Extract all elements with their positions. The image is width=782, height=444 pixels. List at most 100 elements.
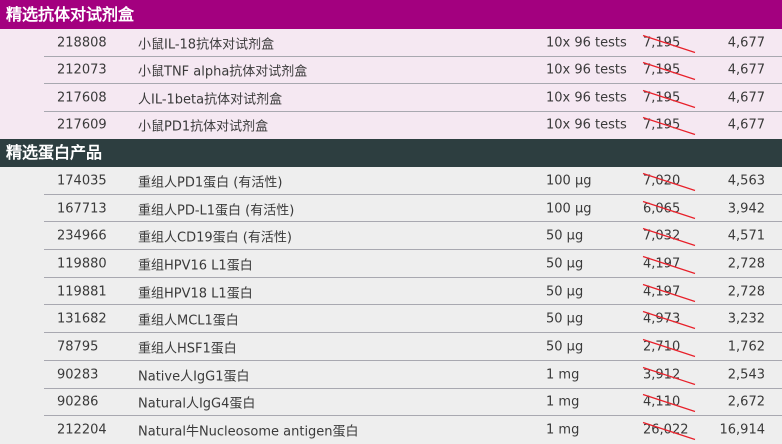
table-row: 217609 小鼠PD1抗体对试剂盒 10x 96 tests 7,195 4,677 <box>0 112 782 140</box>
table-row: 90283 Native人IgG1蛋白 1 mg 3,912 2,543 <box>0 361 782 389</box>
original-price-text: 7,032 <box>643 228 681 244</box>
original-price-text: 3,912 <box>643 367 681 383</box>
sale-price: 4,677 <box>727 35 765 51</box>
product-quantity: 50 µg <box>546 228 584 244</box>
product-name[interactable]: 小鼠PD1抗体对试剂盒 <box>138 119 269 135</box>
original-price-text: 7,195 <box>643 35 681 51</box>
original-price: 7,195 <box>642 62 696 81</box>
product-name[interactable]: 人IL-1beta抗体对试剂盒 <box>138 92 283 108</box>
section-header: 精选抗体对试剂盒 <box>0 0 782 29</box>
sale-price: 4,563 <box>727 173 765 189</box>
product-quantity: 50 µg <box>546 256 584 272</box>
original-price: 4,197 <box>642 255 696 274</box>
strikethrough-line <box>642 338 696 358</box>
strikethrough-line <box>642 394 696 413</box>
sale-price: 1,762 <box>727 339 765 355</box>
strikethrough-line <box>642 200 696 219</box>
table-row: 174035 重组人PD1蛋白 (有活性) 100 µg 7,020 4,563 <box>0 167 782 195</box>
sale-price: 3,942 <box>727 201 765 217</box>
product-name[interactable]: 重组HPV16 L1蛋白 <box>138 258 253 274</box>
strikethrough-line <box>642 366 696 385</box>
table-row: 218808 小鼠IL-18抗体对试剂盒 10x 96 tests 7,195 4,67… <box>0 29 782 57</box>
product-quantity: 50 µg <box>546 311 584 327</box>
original-price-text: 4,197 <box>643 256 681 272</box>
original-price-text: 6,065 <box>643 201 681 217</box>
product-quantity: 10x 96 tests <box>546 62 627 78</box>
product-name[interactable]: 重组人PD1蛋白 (有活性) <box>138 175 283 191</box>
product-name[interactable]: 重组人PD-L1蛋白 (有活性) <box>138 203 295 219</box>
table-row: 119880 重组HPV16 L1蛋白 50 µg 4,197 2,728 <box>0 250 782 278</box>
product-code: 119881 <box>57 284 107 300</box>
product-name[interactable]: 重组人MCL1蛋白 <box>138 313 239 329</box>
product-code: 131682 <box>57 311 107 327</box>
strikethrough-line <box>642 311 696 330</box>
strikethrough-line <box>642 255 696 274</box>
original-price: 3,912 <box>642 366 696 385</box>
table-row: 90286 Natural人IgG4蛋白 1 mg 4,110 2,672 <box>0 389 782 417</box>
table-row: 212073 小鼠TNF alpha抗体对试剂盒 10x 96 tests 7,195… <box>0 57 782 85</box>
original-price-text: 2,710 <box>643 339 681 355</box>
product-quantity: 10x 96 tests <box>546 117 627 133</box>
sale-price: 2,672 <box>727 394 765 410</box>
original-price: 7,195 <box>642 89 696 108</box>
product-quantity: 50 µg <box>546 339 584 355</box>
product-code: 217609 <box>57 117 107 133</box>
product-code: 234966 <box>57 228 107 244</box>
original-price: 26,022 <box>642 421 696 441</box>
sale-price: 16,914 <box>719 422 766 438</box>
strikethrough-line <box>642 117 696 136</box>
original-price: 4,973 <box>642 311 696 330</box>
table-row: 167713 重组人PD-L1蛋白 (有活性) 100 µg 6,065 3,942 <box>0 195 782 223</box>
product-name[interactable]: Natural牛Nucleosome antigen蛋白 <box>138 424 359 440</box>
product-name[interactable]: 重组人CD19蛋白 (有活性) <box>138 230 292 246</box>
table-row: 217608 人IL-1beta抗体对试剂盒 10x 96 tests 7,195 4,… <box>0 84 782 112</box>
product-name[interactable]: Natural人IgG4蛋白 <box>138 396 256 412</box>
product-code: 174035 <box>57 173 107 189</box>
product-code: 167713 <box>57 201 107 217</box>
sale-price: 2,728 <box>727 284 765 300</box>
table-row: 78795 重组人HSF1蛋白 50 µg 2,710 1,762 <box>0 333 782 361</box>
original-price: 4,197 <box>642 283 696 302</box>
protein-section: 精选蛋白产品 174035 重组人PD1蛋白 (有活性) 100 µg 7,020 4,… <box>0 139 782 444</box>
strikethrough-line <box>642 89 696 108</box>
strikethrough-line <box>642 62 696 81</box>
original-price: 2,710 <box>642 338 696 358</box>
product-quantity: 1 mg <box>546 394 580 410</box>
table-row: 119881 重组HPV18 L1蛋白 50 µg 4,197 2,728 <box>0 278 782 306</box>
original-price-text: 7,195 <box>643 90 681 106</box>
product-code: 212204 <box>57 422 107 438</box>
product-name[interactable]: 重组人HSF1蛋白 <box>138 341 237 357</box>
product-code: 78795 <box>57 339 99 355</box>
sale-price: 3,232 <box>727 311 765 327</box>
product-code: 218808 <box>57 35 107 51</box>
product-quantity: 10x 96 tests <box>546 35 627 51</box>
strikethrough-line <box>642 283 696 302</box>
strikethrough-line <box>642 172 696 191</box>
original-price: 7,195 <box>642 117 696 136</box>
original-price: 4,110 <box>642 394 696 413</box>
table-row: 234966 重组人CD19蛋白 (有活性) 50 µg 7,032 4,571 <box>0 222 782 250</box>
original-price: 7,020 <box>642 172 696 191</box>
original-price-text: 7,195 <box>643 117 681 133</box>
original-price-text: 4,197 <box>643 284 681 300</box>
product-name[interactable]: Native人IgG1蛋白 <box>138 369 250 385</box>
sale-price: 2,543 <box>727 367 765 383</box>
table-row: 212204 Natural牛Nucleosome antigen蛋白 1 mg 26… <box>0 416 782 444</box>
product-name[interactable]: 小鼠TNF alpha抗体对试剂盒 <box>138 64 308 80</box>
product-quantity: 1 mg <box>546 367 580 383</box>
product-name[interactable]: 重组HPV18 L1蛋白 <box>138 286 253 302</box>
sale-price: 4,677 <box>727 62 765 78</box>
original-price: 7,032 <box>642 228 696 247</box>
sale-price: 4,571 <box>727 228 765 244</box>
original-price-text: 7,020 <box>643 173 681 189</box>
sale-price: 4,677 <box>727 90 765 106</box>
sale-price: 4,677 <box>727 117 765 133</box>
product-quantity: 1 mg <box>546 422 580 438</box>
table-row: 131682 重组人MCL1蛋白 50 µg 4,973 3,232 <box>0 305 782 333</box>
strikethrough-line <box>642 228 696 247</box>
product-code: 90283 <box>57 367 99 383</box>
product-code: 119880 <box>57 256 107 272</box>
original-price: 6,065 <box>642 200 696 219</box>
antibody-kit-section: 精选抗体对试剂盒 218808 小鼠IL-18抗体对试剂盒 10x 96 tests… <box>0 0 782 139</box>
product-name[interactable]: 小鼠IL-18抗体对试剂盒 <box>138 37 275 53</box>
